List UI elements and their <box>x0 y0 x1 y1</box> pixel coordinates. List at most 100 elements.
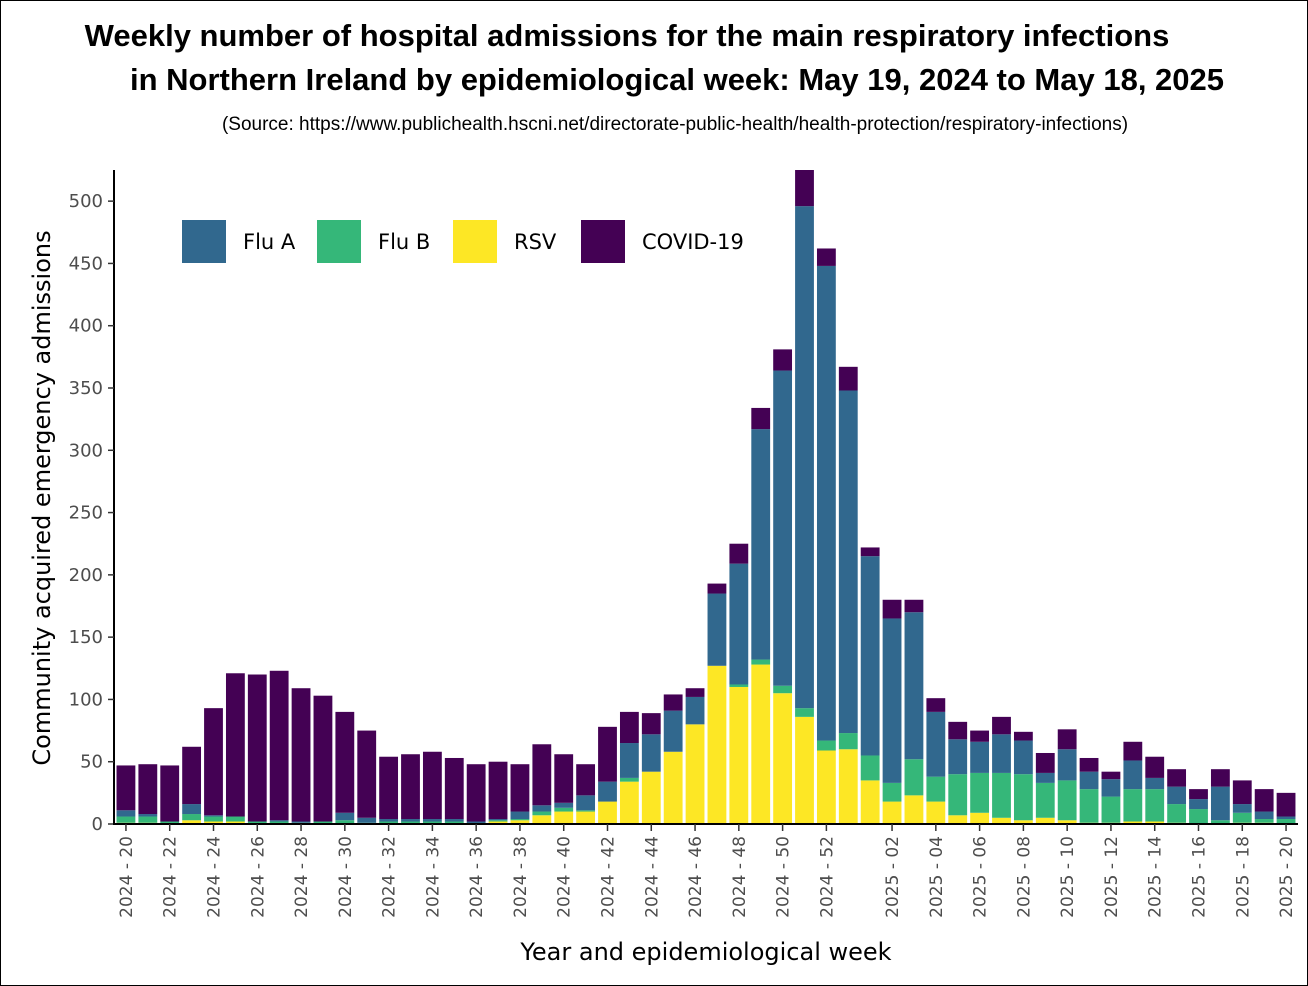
x-tick-label: 2024 - 52 <box>817 836 837 918</box>
y-tick-label: 50 <box>80 752 103 773</box>
bar-flu-b-2024-38 <box>510 819 530 821</box>
bar-flu-a-2025-04 <box>926 711 946 777</box>
bar-covid-19-2025-06 <box>970 730 990 742</box>
bar-flu-b-2024-25 <box>225 816 245 822</box>
bar-flu-b-2025-19 <box>1254 819 1274 823</box>
y-tick-label: 250 <box>69 503 103 524</box>
y-axis-title: Community acquired emergency admissions <box>28 230 56 765</box>
bar-covid-19-2025-03 <box>904 599 924 613</box>
bar-covid-19-2024-44 <box>641 713 661 735</box>
bar-flu-a-2024-33 <box>401 819 420 822</box>
bar-covid-19-2024-31 <box>357 730 377 818</box>
x-tick-label: 2024 - 42 <box>599 836 619 918</box>
bar-rsv-2025-13 <box>1123 821 1143 824</box>
bar-rsv-2024-23 <box>182 820 202 824</box>
bar-covid-19-2025-10 <box>1057 729 1077 750</box>
bar-flu-a-2024-52 <box>816 265 836 741</box>
bar-covid-19-2024-53 <box>838 366 858 391</box>
bar-rsv-2025-01 <box>860 780 880 824</box>
bar-covid-19-2025-13 <box>1123 741 1143 761</box>
bar-flu-b-2024-52 <box>816 740 836 751</box>
bar-flu-b-2025-07 <box>992 772 1011 818</box>
bar-rsv-2024-53 <box>838 749 858 824</box>
bar-flu-a-2025-07 <box>992 734 1011 773</box>
bar-flu-b-2025-18 <box>1232 812 1252 823</box>
y-tick-label: 100 <box>69 689 103 710</box>
bar-covid-19-2025-19 <box>1254 789 1274 812</box>
bar-flu-a-2025-12 <box>1101 779 1121 797</box>
bar-rsv-2025-03 <box>904 795 924 824</box>
bar-flu-a-2024-39 <box>532 805 552 812</box>
bar-flu-a-2025-19 <box>1254 811 1274 820</box>
bar-flu-a-2025-14 <box>1145 777 1165 790</box>
bar-flu-a-2025-09 <box>1035 772 1055 783</box>
bar-flu-b-2024-30 <box>335 820 355 824</box>
bar-covid-19-2024-25 <box>225 673 245 817</box>
bar-flu-b-2025-13 <box>1123 789 1143 822</box>
bar-covid-19-2024-35 <box>444 757 464 820</box>
bar-covid-19-2025-02 <box>882 599 902 619</box>
bar-flu-a-2024-21 <box>138 814 158 817</box>
bar-covid-19-2025-18 <box>1232 780 1252 805</box>
bar-flu-a-2024-48 <box>729 563 749 685</box>
legend-swatch-rsv <box>453 220 497 263</box>
bar-covid-19-2024-39 <box>532 744 552 806</box>
x-tick-label: 2024 - 48 <box>730 836 750 918</box>
bar-rsv-2025-10 <box>1057 820 1077 824</box>
bar-flu-b-2024-39 <box>532 811 552 816</box>
bar-flu-a-2024-35 <box>444 819 464 822</box>
bar-flu-b-2024-41 <box>576 810 596 812</box>
x-tick-label: 2024 - 24 <box>205 836 225 918</box>
bar-flu-a-2024-36 <box>466 821 486 824</box>
x-tick-label: 2024 - 32 <box>380 836 400 918</box>
bar-rsv-2025-05 <box>948 815 968 824</box>
bar-covid-19-2024-46 <box>685 688 705 697</box>
bar-flu-a-2024-45 <box>663 710 683 752</box>
y-tick-label: 200 <box>69 565 103 586</box>
bar-flu-a-2025-18 <box>1232 804 1252 813</box>
bar-covid-19-2024-49 <box>751 407 771 430</box>
legend-swatch-flu-b <box>317 220 361 263</box>
x-tick-label: 2024 - 46 <box>686 836 706 918</box>
bar-flu-a-2024-31 <box>357 817 377 823</box>
bar-covid-19-2024-48 <box>729 543 749 564</box>
chart-title-line1: Weekly number of hospital admissions for… <box>84 18 1170 53</box>
bar-flu-a-2024-53 <box>838 390 858 734</box>
bar-flu-b-2025-20 <box>1276 819 1296 824</box>
legend-label-rsv: RSV <box>514 230 557 254</box>
bar-covid-19-2024-40 <box>554 754 574 803</box>
bar-flu-a-2025-02 <box>882 618 902 783</box>
bar-flu-b-2025-04 <box>926 776 946 802</box>
bar-flu-b-2024-48 <box>729 684 749 687</box>
bar-covid-19-2024-20 <box>116 765 136 811</box>
bar-rsv-2025-04 <box>926 801 946 824</box>
bar-flu-a-2024-24 <box>204 815 223 817</box>
bar-flu-a-2024-47 <box>707 593 727 666</box>
bar-covid-19-2024-24 <box>204 708 223 816</box>
bar-flu-b-2025-09 <box>1035 782 1055 818</box>
bar-flu-a-2024-44 <box>641 734 661 772</box>
bar-flu-b-2024-53 <box>838 733 858 750</box>
y-tick-label: 450 <box>69 253 103 274</box>
bar-flu-a-2024-51 <box>795 206 814 709</box>
bar-flu-a-2025-11 <box>1079 771 1099 790</box>
x-axis: 2024 - 20 2024 - 22 2024 - 24 2024 - 26 2024… <box>113 823 1298 918</box>
bar-rsv-2025-14 <box>1145 821 1165 824</box>
bar-rsv-2025-06 <box>970 812 990 824</box>
bar-rsv-2024-52 <box>816 750 836 824</box>
bar-rsv-2024-42 <box>598 801 617 824</box>
bar-covid-19-2025-09 <box>1035 752 1055 773</box>
legend-swatch-covid-19 <box>581 220 625 263</box>
bar-flu-b-2024-23 <box>182 814 202 821</box>
bar-flu-a-2024-34 <box>422 819 442 822</box>
bar-covid-19-2024-47 <box>707 583 727 594</box>
bar-rsv-2024-41 <box>576 811 596 824</box>
x-tick-label: 2024 - 40 <box>555 836 575 918</box>
bar-flu-a-2024-30 <box>335 812 355 821</box>
bars-layer <box>116 170 1296 824</box>
bar-covid-19-2024-42 <box>598 726 617 782</box>
y-tick-label: 350 <box>69 378 103 399</box>
bar-rsv-2024-24 <box>204 821 223 824</box>
bar-flu-b-2024-32 <box>379 821 399 824</box>
bar-flu-a-2024-49 <box>751 429 771 660</box>
